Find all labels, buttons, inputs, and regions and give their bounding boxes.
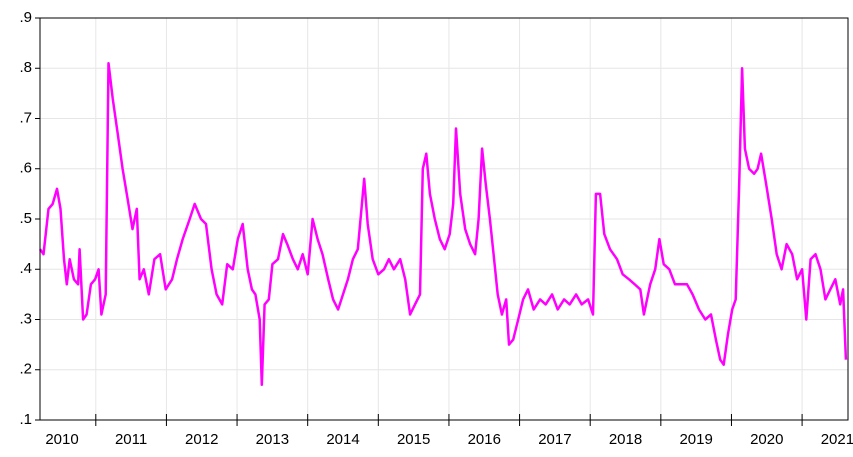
x-tick-label: 2018 — [609, 431, 642, 448]
y-tick-label: .9 — [19, 9, 32, 26]
x-tick-label: 2019 — [679, 431, 712, 448]
x-tick-label: 2010 — [45, 431, 78, 448]
x-tick-label: 2016 — [468, 431, 501, 448]
x-tick-label: 2017 — [538, 431, 571, 448]
x-tick-label: 2013 — [256, 431, 289, 448]
y-tick-label: .2 — [19, 361, 32, 378]
x-tick-label: 2020 — [750, 431, 783, 448]
plot-frame — [39, 17, 849, 421]
x-tick-label: 2011 — [115, 431, 147, 448]
y-tick-label: .1 — [19, 411, 32, 428]
x-tick-label: 2014 — [326, 431, 359, 448]
x-tick-label: 2015 — [397, 431, 430, 448]
y-tick-label: .3 — [19, 310, 32, 327]
y-tick-label: .7 — [19, 109, 32, 126]
x-tick-label: 2021 — [821, 431, 853, 448]
y-tick-label: .5 — [19, 210, 32, 227]
series-line — [38, 61, 848, 387]
y-tick-label: .4 — [19, 260, 32, 277]
x-tick-label: 2012 — [185, 431, 218, 448]
y-tick-label: .8 — [19, 59, 32, 76]
y-tick-label: .6 — [19, 160, 32, 177]
